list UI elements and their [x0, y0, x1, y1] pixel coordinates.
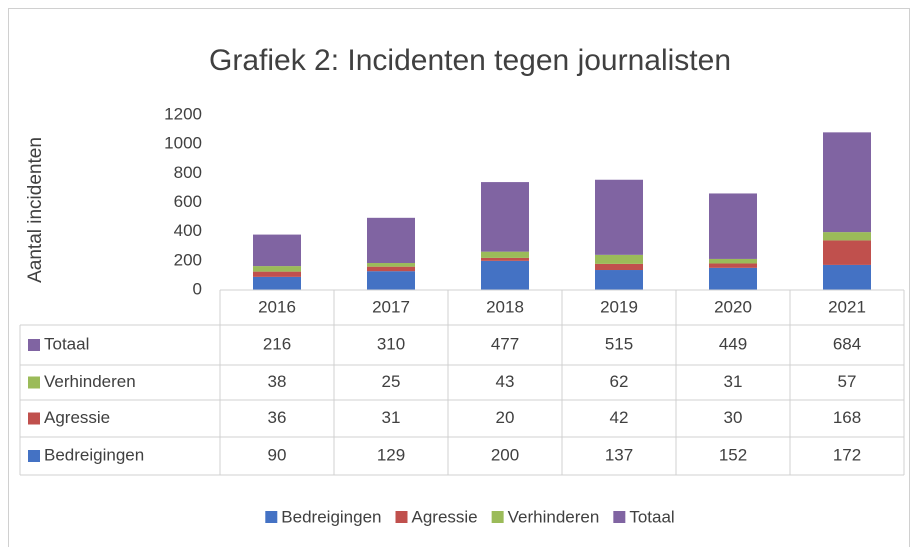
bar-segment	[253, 234, 301, 267]
bar-segment	[253, 276, 301, 290]
y-tick-label: 0	[193, 279, 202, 298]
legend-key	[613, 511, 626, 523]
y-tick-label: 1000	[164, 134, 202, 153]
y-axis-title: Aantal incidenten	[25, 137, 46, 283]
table-cell: 42	[610, 408, 629, 427]
table-cell: 38	[268, 372, 287, 391]
table-row-label: Verhinderen	[44, 372, 136, 391]
table-row-label: Agressie	[44, 408, 110, 427]
bar-segment	[367, 263, 415, 267]
bar-segment	[367, 271, 415, 290]
legend-key	[28, 412, 40, 425]
x-tick-label: 2020	[714, 297, 752, 316]
y-tick-label: 800	[174, 163, 202, 182]
table-row-label: Totaal	[44, 334, 89, 353]
table-cell: 449	[719, 334, 747, 353]
bar-segment	[481, 260, 529, 290]
y-tick-label: 1200	[164, 104, 202, 123]
bar-segment	[367, 217, 415, 264]
table-cell: 172	[833, 445, 861, 464]
y-tick-label: 400	[174, 221, 202, 240]
table-cell: 477	[491, 334, 519, 353]
table-cell: 515	[605, 334, 633, 353]
bar-segment	[595, 254, 643, 264]
x-tick-label: 2017	[372, 297, 410, 316]
legend-key	[28, 376, 40, 389]
bar-segment	[253, 271, 301, 277]
table-cell: 90	[268, 445, 287, 464]
bar-segment	[709, 193, 757, 259]
legend-key	[395, 511, 408, 523]
bar-segment	[709, 258, 757, 264]
table-cell: 200	[491, 445, 519, 464]
bar-segment	[481, 251, 529, 258]
bar-segment	[367, 266, 415, 272]
table-cell: 30	[724, 408, 743, 427]
legend-key	[265, 511, 278, 523]
bar-segment	[823, 264, 871, 290]
table-cell: 129	[377, 445, 405, 464]
table-row-label: Bedreigingen	[44, 445, 144, 464]
table-cell: 684	[833, 334, 861, 353]
chart-title: Grafiek 2: Incidenten tegen journalisten	[209, 44, 731, 77]
chart-border	[8, 8, 910, 547]
y-tick-label: 200	[174, 250, 202, 269]
y-tick-label: 600	[174, 192, 202, 211]
table-cell: 310	[377, 334, 405, 353]
bar-segment	[481, 182, 529, 252]
x-tick-label: 2021	[828, 297, 866, 316]
bar-segment	[595, 179, 643, 255]
bar-segment	[823, 132, 871, 233]
x-tick-label: 2019	[600, 297, 638, 316]
legend-key	[491, 511, 504, 523]
bar-segment	[481, 257, 529, 261]
table-cell: 152	[719, 445, 747, 464]
table-cell: 43	[496, 372, 515, 391]
table-cell: 216	[263, 334, 291, 353]
bar-segment	[253, 266, 301, 272]
legend-key	[28, 450, 40, 462]
x-tick-label: 2016	[258, 297, 296, 316]
legend-label: Agressie	[412, 507, 478, 526]
table-cell: 20	[496, 408, 515, 427]
table-cell: 25	[382, 372, 401, 391]
table-cell: 31	[724, 372, 743, 391]
bar-segment	[709, 267, 757, 290]
bar-segment	[823, 240, 871, 265]
x-tick-label: 2018	[486, 297, 524, 316]
bar-segment	[595, 263, 643, 271]
bar-segment	[709, 263, 757, 268]
table-cell: 137	[605, 445, 633, 464]
table-cell: 62	[610, 372, 629, 391]
legend-label: Totaal	[629, 507, 674, 526]
table-cell: 168	[833, 408, 861, 427]
table-cell: 31	[382, 408, 401, 427]
legend-key	[28, 339, 40, 351]
bar-segment	[595, 270, 643, 290]
legend-label: Bedreigingen	[281, 507, 381, 526]
table-cell: 36	[268, 408, 287, 427]
table-cell: 57	[838, 372, 857, 391]
bar-segment	[823, 232, 871, 241]
legend-label: Verhinderen	[508, 507, 600, 526]
